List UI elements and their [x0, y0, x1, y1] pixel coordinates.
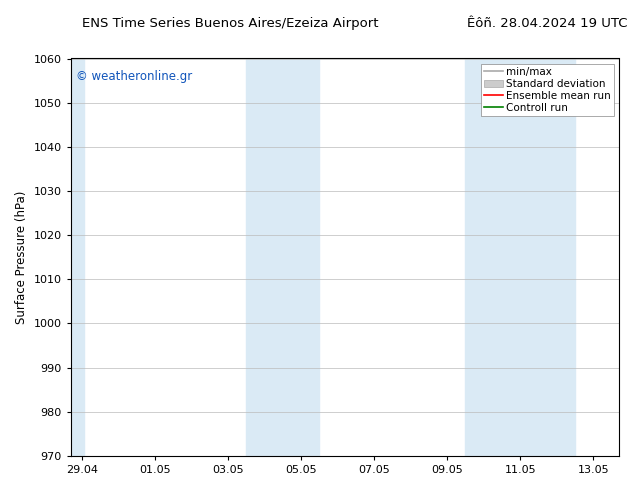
- Y-axis label: Surface Pressure (hPa): Surface Pressure (hPa): [15, 191, 28, 324]
- Text: Êôñ. 28.04.2024 19 UTC: Êôñ. 28.04.2024 19 UTC: [467, 17, 628, 30]
- Legend: min/max, Standard deviation, Ensemble mean run, Controll run: min/max, Standard deviation, Ensemble me…: [481, 64, 614, 116]
- Text: © weatheronline.gr: © weatheronline.gr: [76, 71, 193, 83]
- Bar: [246, 58, 320, 456]
- Bar: [465, 58, 575, 456]
- Bar: [71, 58, 84, 456]
- Text: ENS Time Series Buenos Aires/Ezeiza Airport: ENS Time Series Buenos Aires/Ezeiza Airp…: [82, 17, 379, 30]
